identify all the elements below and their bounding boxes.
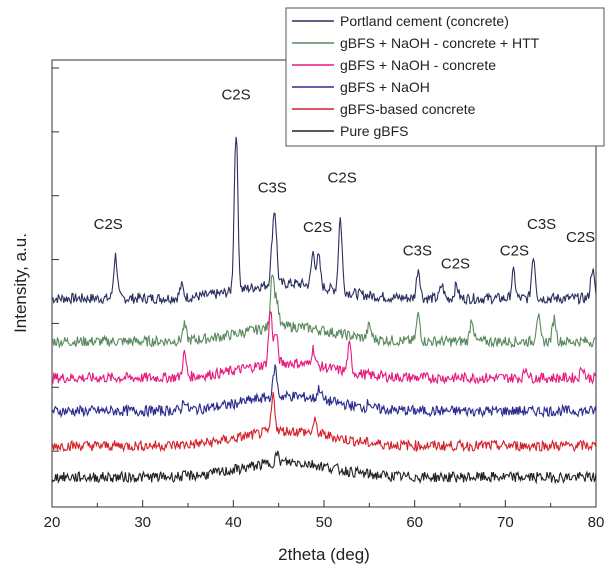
legend: Portland cement (concrete) gBFS + NaOH - … (285, 7, 605, 147)
legend-box (285, 7, 605, 147)
legend-label-3: gBFS + NaOH - concrete (340, 57, 496, 73)
x-axis-label: 2theta (deg) (278, 545, 370, 564)
peak-label-5: C2S (328, 170, 357, 187)
peak-label-8: C2S (500, 242, 529, 259)
legend-label-4: gBFS + NaOH (340, 79, 430, 95)
series-line-1 (51, 136, 597, 306)
legend-label-1: Portland cement (concrete) (340, 13, 509, 29)
series-line-3 (51, 310, 597, 385)
peak-label-9: C3S (527, 216, 556, 233)
x-tick-label-60: 60 (406, 514, 423, 531)
peak-annotations: C2S C2S C3S C2S C2S C3S C2S C2S C3S C2S (94, 87, 596, 273)
x-tick-label-70: 70 (497, 514, 514, 531)
series-line-6 (51, 450, 597, 485)
peak-label-6: C3S (403, 242, 432, 259)
legend-label-2: gBFS + NaOH - concrete + HTT (340, 35, 540, 51)
peak-label-10: C2S (566, 229, 595, 246)
x-tick-label-50: 50 (316, 514, 333, 531)
series-line-4 (51, 364, 597, 419)
legend-label-6: Pure gBFS (340, 123, 408, 139)
legend-label-5: gBFS-based concrete (340, 101, 476, 117)
x-tick-label-80: 80 (588, 514, 605, 531)
peak-label-2: C2S (221, 87, 250, 104)
series-layer (51, 136, 597, 485)
peak-label-7: C2S (441, 256, 470, 273)
series-line-2 (51, 274, 597, 349)
peak-label-3: C3S (258, 179, 287, 196)
x-tick-label-40: 40 (225, 514, 242, 531)
y-axis-label: Intensity, a.u. (11, 233, 30, 333)
x-tick-label-20: 20 (44, 514, 61, 531)
x-tick-label-30: 30 (134, 514, 151, 531)
peak-label-1: C2S (94, 216, 123, 233)
peak-label-4: C2S (303, 219, 332, 236)
series-line-5 (51, 392, 597, 453)
axes: 20 30 40 50 60 70 80 (44, 67, 605, 531)
